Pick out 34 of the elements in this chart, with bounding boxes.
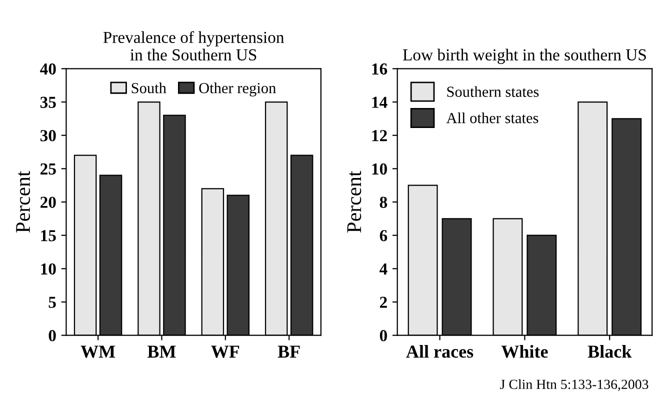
y-tick-label: 15 xyxy=(41,230,56,242)
y-tick-label: 16 xyxy=(372,63,388,75)
y-tick-label: 2 xyxy=(380,296,387,308)
y-tick-label: 4 xyxy=(380,263,388,274)
y-tick-label: 35 xyxy=(40,96,56,108)
x-tick-label: All races xyxy=(406,345,474,358)
x-tick-label: Black xyxy=(588,345,632,358)
x-tick-label: BF xyxy=(278,346,300,358)
y-tick-label: 5 xyxy=(48,296,56,308)
y-tick-label: 25 xyxy=(40,163,56,175)
y-axis-title: Percent xyxy=(347,170,362,233)
x-tick-label: White xyxy=(501,345,548,358)
legend-label: Southern states xyxy=(447,86,539,97)
y-tick-label: 40 xyxy=(40,63,56,75)
y-tick-label: 12 xyxy=(372,130,387,142)
legend-label: Other region xyxy=(199,82,276,96)
y-tick-label: 10 xyxy=(41,263,56,275)
chart-title: Prevalence of hypertension in the Southern US xyxy=(103,31,284,61)
y-axis-title: Percent xyxy=(16,170,30,233)
legend-label: All other states xyxy=(446,112,538,124)
chart-title: Low birth weight in the southern US xyxy=(402,48,646,64)
y-tick-label: 0 xyxy=(380,330,387,342)
y-tick-label: 10 xyxy=(372,163,387,175)
x-tick-label: WM xyxy=(80,346,116,358)
y-tick-label: 30 xyxy=(40,130,56,142)
legend-label: South xyxy=(132,82,166,94)
x-tick-label: WF xyxy=(211,346,240,358)
y-tick-label: 14 xyxy=(372,96,388,108)
y-tick-label: 0 xyxy=(48,330,56,342)
x-tick-label: BM xyxy=(147,346,176,358)
y-tick-label: 6 xyxy=(380,230,388,242)
text: J Clin Htn 5:133-136,2003 xyxy=(500,379,648,392)
y-tick-label: 8 xyxy=(380,196,388,208)
y-tick-label: 20 xyxy=(40,196,56,208)
